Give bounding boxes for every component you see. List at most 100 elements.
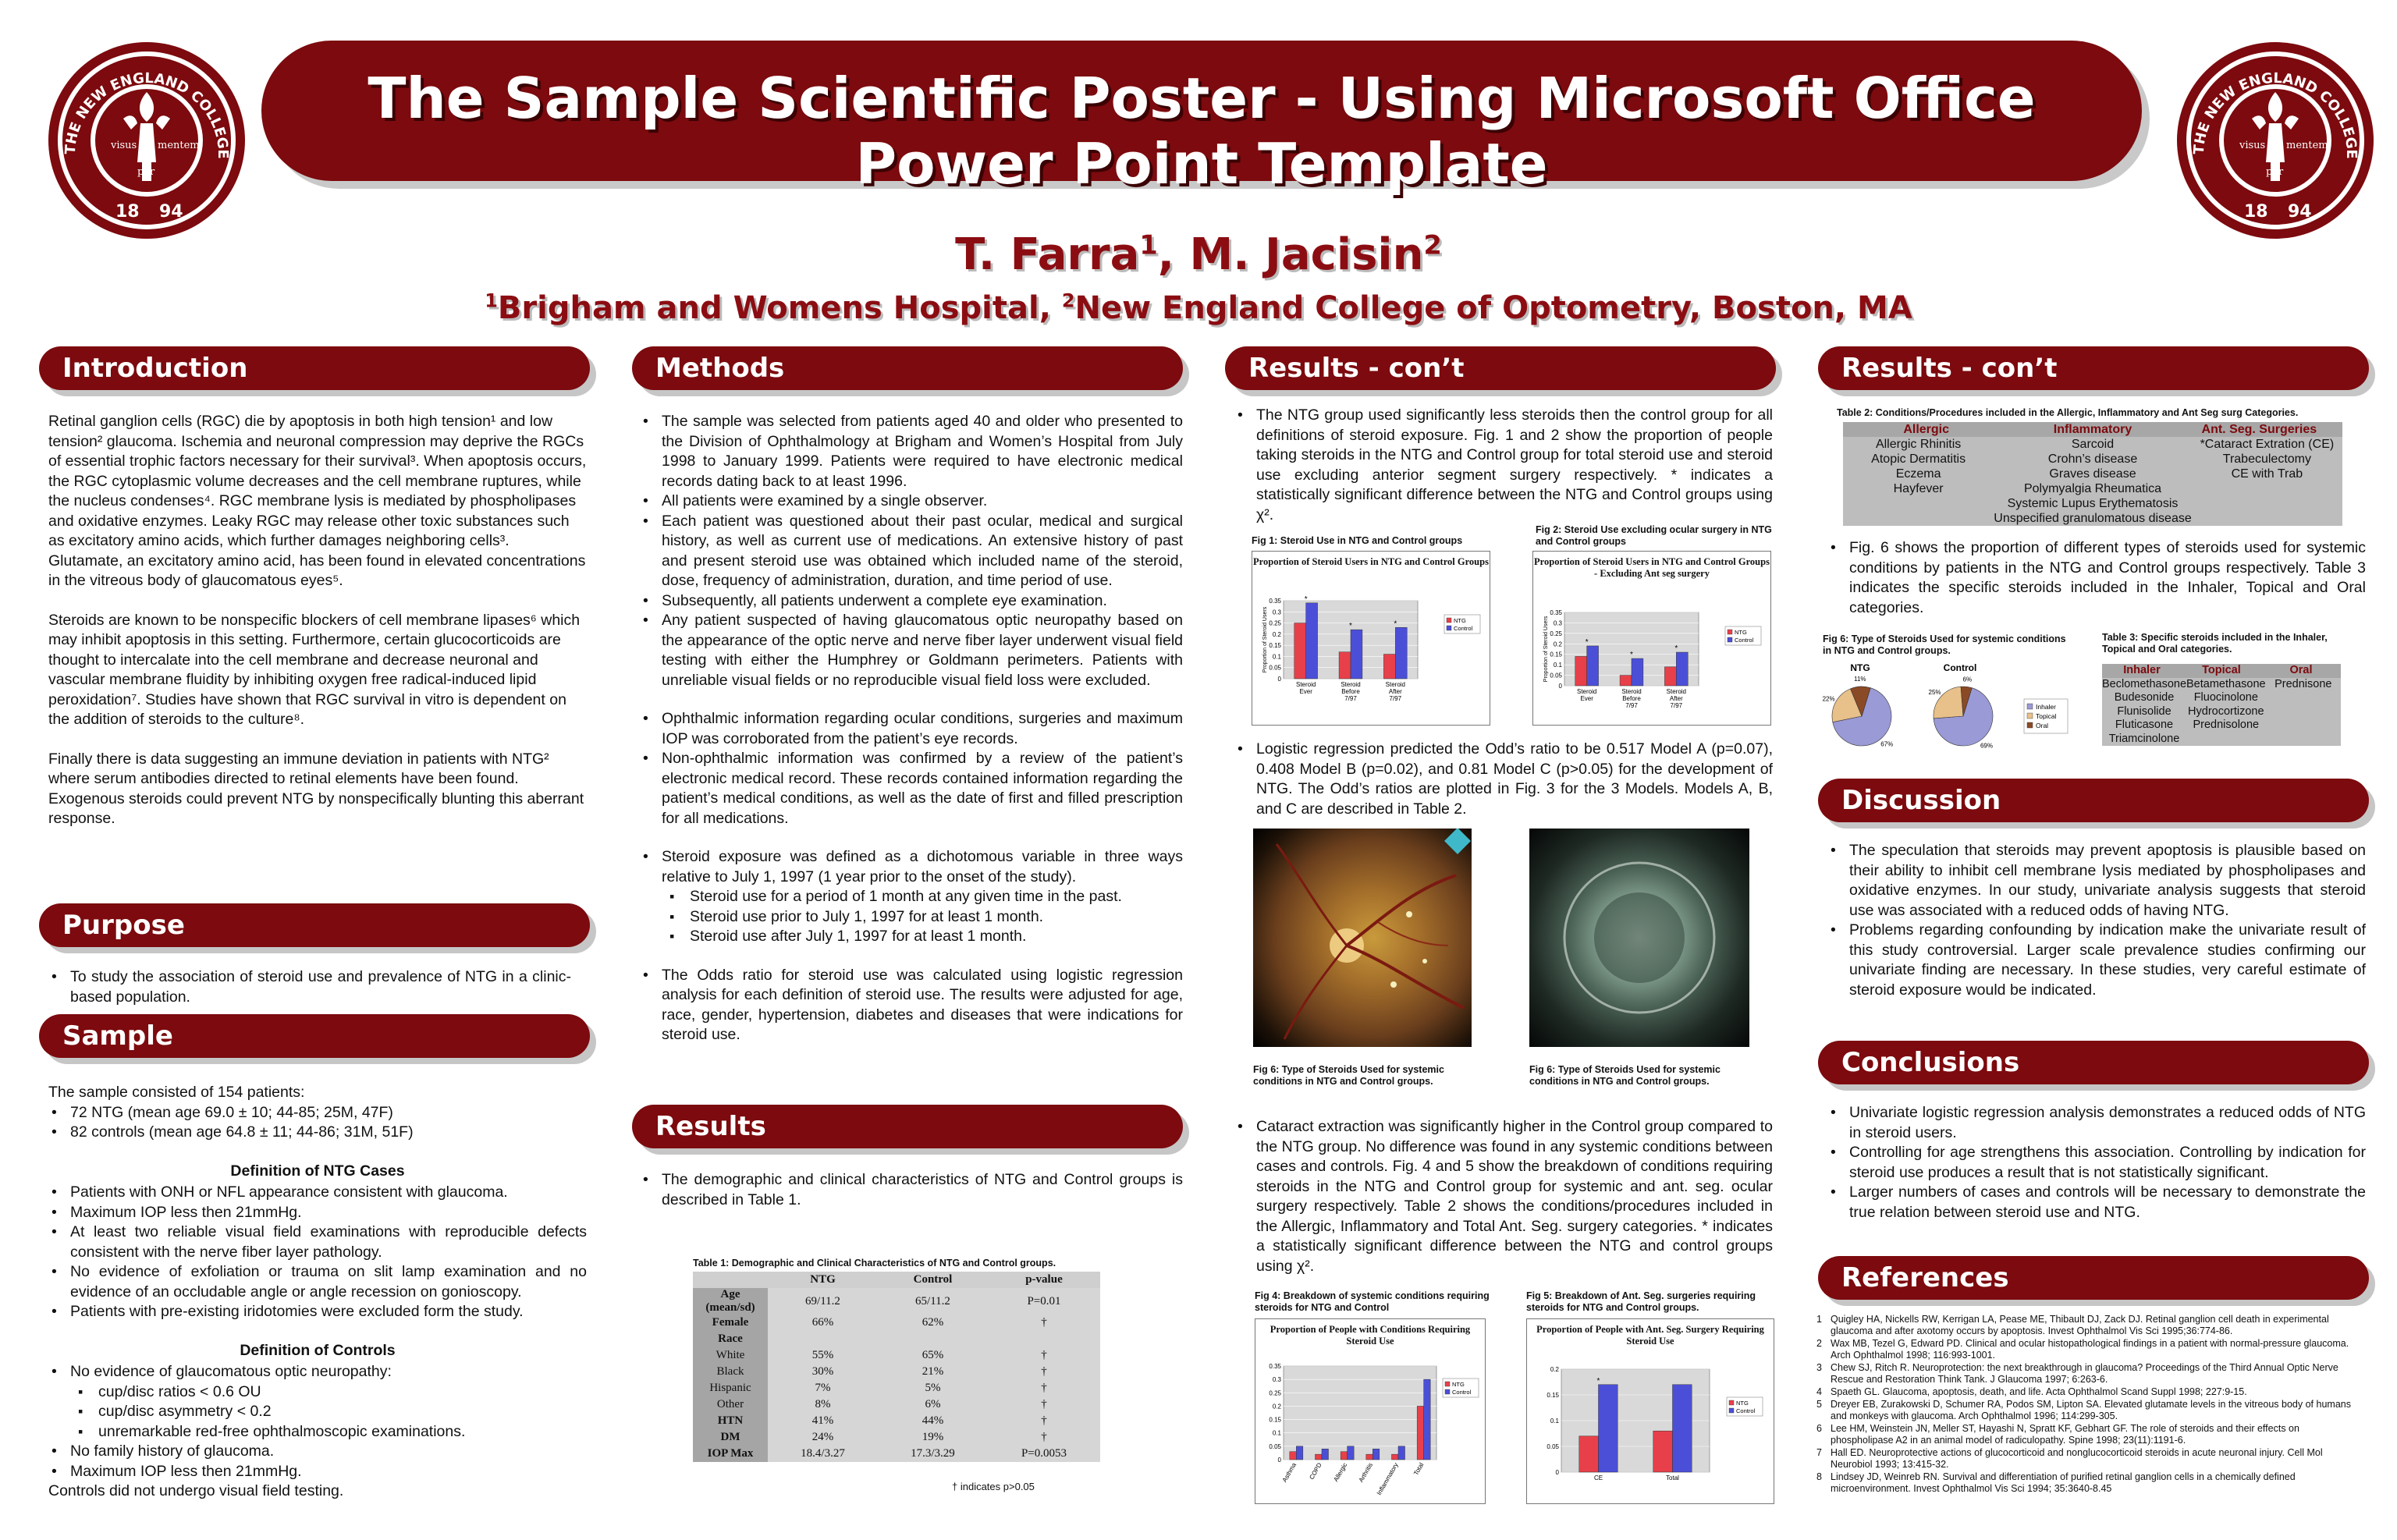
legend-label: Control	[1454, 625, 1473, 632]
table-cell: Eczema	[1895, 467, 1941, 481]
table-cell: Polymyalgia Rheumatica	[2023, 482, 2162, 495]
y-tick-label: 0.05	[1269, 1443, 1281, 1450]
y-tick-label: 0	[1556, 1469, 1560, 1476]
bar-control	[1296, 1446, 1304, 1460]
bar-control	[1676, 651, 1689, 687]
x-tick-label: Steroid	[1386, 681, 1405, 688]
table-header-cell	[693, 1272, 768, 1288]
legend-label: NTG	[1736, 1400, 1749, 1407]
table-cell: Atopic Dermatitis	[1871, 452, 1966, 466]
fig6-caption: Fig 6: Type of Steroids Used for systemi…	[1823, 633, 2066, 656]
table-cell: Unspecified granulomatous disease	[1994, 512, 2192, 525]
fig6-pie-charts: NTG 67% 22% 11% Control 69% 25% 6% InhalerTopica…	[1823, 662, 2069, 750]
table-row: Black 30% 21% †	[693, 1364, 1100, 1380]
table-header-cell: Control	[877, 1272, 988, 1288]
significance-marker: *	[1597, 1377, 1600, 1386]
photo1-caption: Fig 6: Type of Steroids Used for systemi…	[1253, 1064, 1444, 1087]
purpose-heading: Purpose	[39, 903, 590, 947]
results-cont1-p1: The NTG group used significantly less st…	[1234, 406, 1773, 525]
table-cell: Graves disease	[2049, 467, 2136, 481]
y-tick-label: 0.35	[1269, 598, 1281, 605]
list-item: Any patient suspected of having glaucoma…	[640, 611, 1183, 690]
discussion-body: The speculation that steroids may preven…	[1827, 841, 2366, 1000]
pie-label: 67%	[1880, 741, 1893, 748]
table-row: Race	[693, 1331, 1100, 1347]
discussion-heading: Discussion	[1818, 779, 2369, 822]
chart-title: Proportion of People with Ant. Seg. Surg…	[1536, 1324, 1764, 1347]
table-cell: Allergic Rhinitis	[1875, 438, 1962, 451]
table-header-cell: Allergic	[1903, 423, 1949, 436]
pie-slice	[1933, 686, 1964, 719]
reference-item: 2 Wax MB, Tezel G, Edward PD. Clinical an…	[1816, 1338, 2349, 1361]
x-tick-label: 7/97	[1344, 695, 1357, 702]
table-cell: Hayfever	[1893, 482, 1944, 495]
reference-item: 1 Quigley HA, Nickells RW, Kerrigan LA, P…	[1816, 1314, 2329, 1336]
list-item: Subsequently, all patients underwent a c…	[640, 591, 1183, 612]
torch-icon	[2266, 123, 2285, 162]
intro-paragraph-1: Retinal ganglion cells (RGC) die by apop…	[48, 413, 587, 589]
table-cell: *Cataract Extration (CE)	[2200, 438, 2335, 451]
legend-swatch	[2026, 722, 2033, 729]
table-header-cell: p-value	[987, 1272, 1100, 1288]
table-cell: Trabeculectomy	[2222, 452, 2311, 466]
legend-swatch	[1446, 617, 1452, 623]
bar-control	[1672, 1384, 1692, 1473]
reference-item: 5 Dreyer EB, Zurakowski D, Schumer RA, Po…	[1816, 1399, 2351, 1421]
table-cell: Prednisolone	[2193, 719, 2260, 731]
bar-ntg	[1575, 656, 1587, 687]
table1-caption: Table 1: Demographic and Clinical Charac…	[693, 1258, 1056, 1269]
list-item: All patients were examined by a single o…	[640, 491, 1183, 512]
pie-label: 6%	[1963, 676, 1973, 683]
legend-swatch	[1728, 1400, 1735, 1406]
x-tick-label: Asthma	[1281, 1461, 1298, 1483]
legend-swatch	[2026, 712, 2033, 719]
photo2-caption: Fig 6: Type of Steroids Used for systemi…	[1529, 1064, 1721, 1087]
significance-marker: *	[1586, 638, 1589, 647]
list-item: 72 NTG (mean age 69.0 ± 10; 44-85; 25M, …	[48, 1103, 587, 1123]
reference-item: 6 Lee HM, Weinstein JN, Meller ST, Hayash…	[1816, 1423, 2299, 1446]
legend-label: NTG	[1735, 629, 1747, 636]
y-tick-label: 0.3	[1554, 619, 1563, 626]
table-row: Other 8% 6% †	[693, 1396, 1100, 1413]
results-cont1-p2: Logistic regression predicted the Odd’s …	[1234, 740, 1773, 819]
reference-item: 3 Chew SJ, Ritch R. Neuroprotection: the …	[1816, 1362, 2338, 1385]
significance-marker: *	[1349, 622, 1352, 630]
svg-text:94: 94	[2288, 202, 2312, 222]
svg-text:per: per	[2266, 166, 2284, 178]
y-axis-label: Proportion of Steroid Users	[1262, 606, 1268, 672]
table-cell: Crohn’s disease	[2047, 452, 2138, 466]
pie-title: Control	[1944, 662, 1977, 673]
list-item: Patients with pre-existing iridotomies w…	[48, 1302, 587, 1322]
list-item: Controlling for age strengthens this ass…	[1827, 1143, 2366, 1183]
svg-text:visus: visus	[2239, 140, 2265, 151]
legend-swatch	[1446, 625, 1452, 631]
intro-paragraph-2: Steroids are known to be nonspecific blo…	[48, 611, 581, 729]
bar-ntg	[1383, 654, 1396, 680]
y-tick-label: 0.05	[1547, 1443, 1559, 1450]
fig2-chart-box: Proportion of Steroid Users in NTG and C…	[1532, 551, 1771, 726]
sample-intro: The sample consisted of 154 patients:	[48, 1084, 305, 1101]
y-tick-label: 0.25	[1550, 630, 1562, 637]
college-seal-right: THE NEW ENGLAND COLLEGE OF OPTOMETRY vis…	[2172, 37, 2374, 239]
pie-label: 22%	[1823, 695, 1835, 702]
bar-ntg	[1294, 623, 1306, 680]
legend-swatch	[1444, 1381, 1451, 1387]
x-tick-label: COPD	[1308, 1461, 1323, 1481]
bar-control	[1397, 1446, 1405, 1460]
list-item: The demographic and clinical characteris…	[640, 1170, 1183, 1210]
bar-ntg	[1315, 1453, 1323, 1460]
table-header-cell: Oral	[2289, 664, 2313, 676]
y-tick-label: 0.05	[1269, 665, 1281, 672]
list-item: No evidence of exfoliation or trauma on …	[48, 1262, 587, 1302]
results-cont-heading-2: Results - con’t	[1818, 346, 2369, 390]
bar-control	[1347, 1446, 1355, 1460]
svg-text:per: per	[137, 166, 155, 178]
poster-authors: T. Farra1, M. Jacisin2	[955, 229, 1442, 280]
steroids-table: Inhaler Topical Oral Beclomethasone Bude…	[2102, 664, 2341, 746]
list-item: No evidence of glaucomatous optic neurop…	[48, 1362, 587, 1382]
purpose-body: To study the association of steroid use …	[48, 967, 571, 1007]
pie-label: 11%	[1854, 676, 1866, 683]
y-tick-label: 0.35	[1550, 609, 1562, 616]
